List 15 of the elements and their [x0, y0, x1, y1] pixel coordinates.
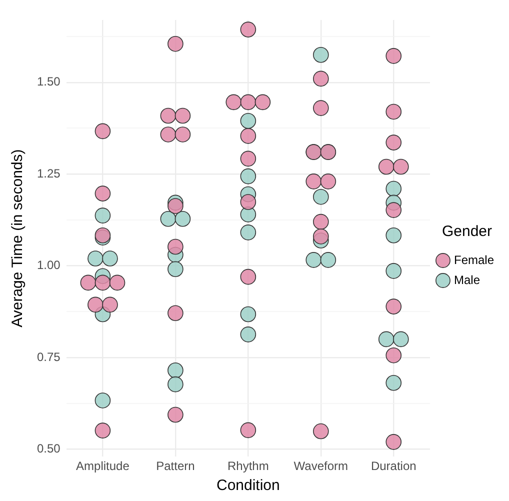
- x-tick-label: Amplitude: [76, 459, 130, 474]
- y-tick-label: 1.50: [36, 74, 61, 89]
- legend-title: Gender: [442, 223, 492, 240]
- legend-label: Female: [454, 252, 494, 267]
- y-tick-label: 1.00: [36, 258, 61, 272]
- y-tick-label: 0.75: [36, 350, 61, 364]
- legend-label: Male: [454, 272, 480, 287]
- x-tick-label: Rhythm: [228, 459, 269, 474]
- y-axis-title: Average Time (in seconds): [9, 149, 26, 328]
- x-tick-label: Pattern: [156, 459, 195, 474]
- y-tick-label: 0.50: [36, 442, 61, 456]
- x-axis-title: Condition: [216, 477, 280, 494]
- y-tick-label: 1.25: [36, 166, 61, 180]
- x-tick-label: Waveform: [294, 459, 348, 474]
- x-tick-label: Duration: [370, 459, 416, 474]
